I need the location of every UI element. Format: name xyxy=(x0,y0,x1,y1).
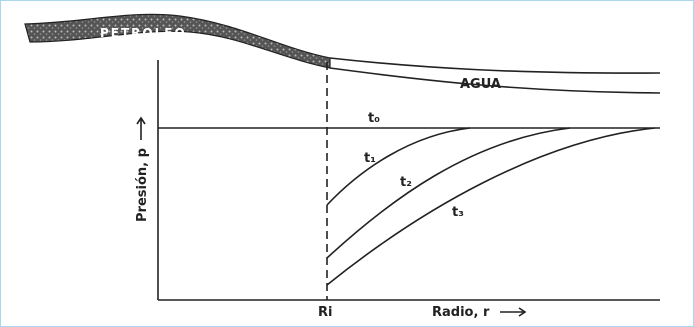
curve-label: t₂ xyxy=(400,175,412,190)
water-label: AGUA xyxy=(460,77,501,92)
curve-label: t₁ xyxy=(364,151,376,166)
page: PETROLEO AGUA t₀ t₁ t₂ t₃ Ri Radio, r Pr… xyxy=(0,0,694,327)
x-axis-label: Radio, r xyxy=(432,305,490,320)
y-axis-label: Presión, p xyxy=(135,148,150,222)
oil-label: PETROLEO xyxy=(100,26,187,40)
curve-label: t₀ xyxy=(368,111,380,126)
frame xyxy=(1,1,694,327)
ri-label: Ri xyxy=(318,305,332,320)
curve-label: t₃ xyxy=(452,205,464,220)
diagram: PETROLEO AGUA t₀ t₁ t₂ t₃ Ri Radio, r Pr… xyxy=(0,0,694,327)
